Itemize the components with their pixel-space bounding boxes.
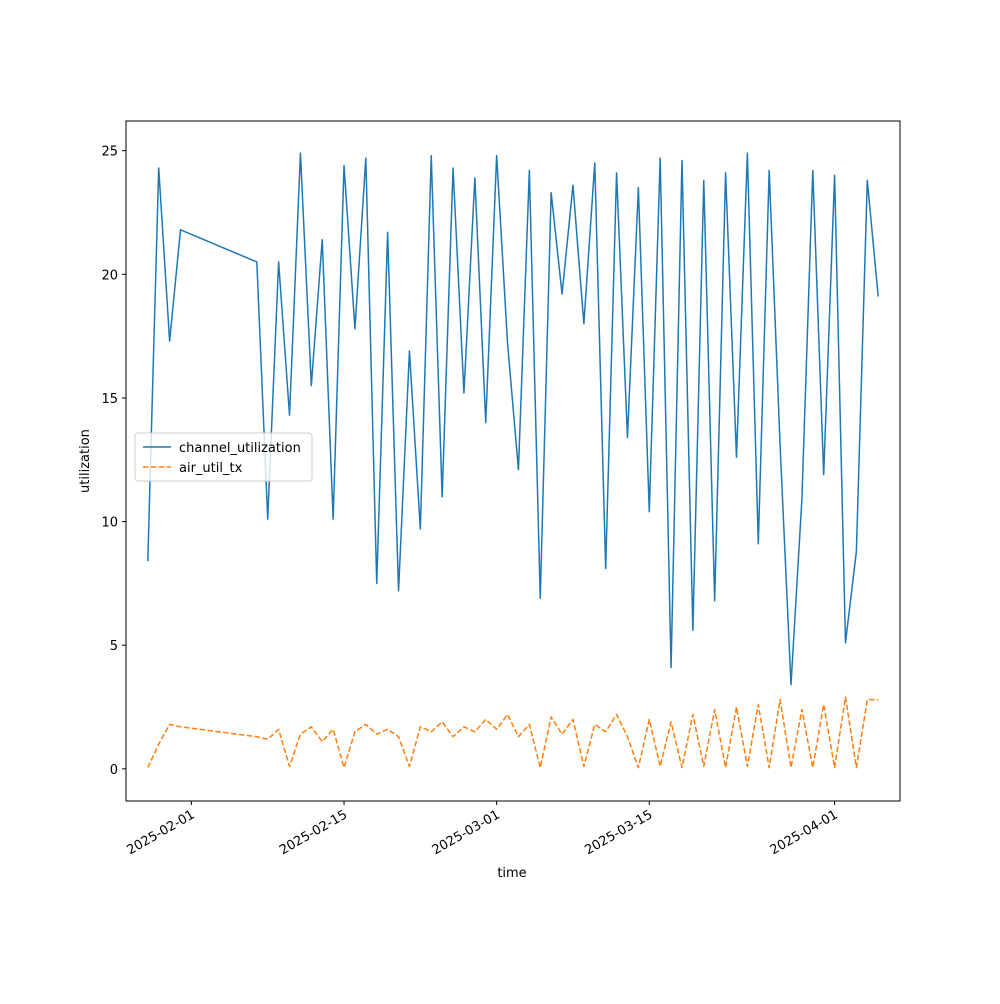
legend-label: channel_utilization xyxy=(179,441,301,456)
x-tick-label: 2025-04-01 xyxy=(768,807,841,858)
series-line xyxy=(147,696,879,769)
y-tick-label: 25 xyxy=(101,145,118,160)
series-line xyxy=(147,152,879,686)
y-axis-label: utilization xyxy=(78,429,93,493)
x-tick-label: 2025-02-15 xyxy=(277,807,350,858)
y-tick-label: 20 xyxy=(101,268,118,283)
x-tick-label: 2025-03-01 xyxy=(430,807,503,858)
y-tick-label: 15 xyxy=(101,392,118,407)
legend: channel_utilization air_util_tx xyxy=(134,432,313,482)
y-tick-label: 0 xyxy=(110,763,118,778)
x-tick-label: 2025-03-15 xyxy=(582,807,655,858)
legend-label: air_util_tx xyxy=(179,461,243,476)
x-axis-label: time xyxy=(497,866,526,881)
legend-box xyxy=(134,432,313,482)
y-tick-label: 5 xyxy=(110,639,118,654)
axes-frame xyxy=(125,120,901,802)
y-tick-label: 10 xyxy=(101,516,118,531)
x-tick-label: 2025-02-01 xyxy=(124,807,197,858)
